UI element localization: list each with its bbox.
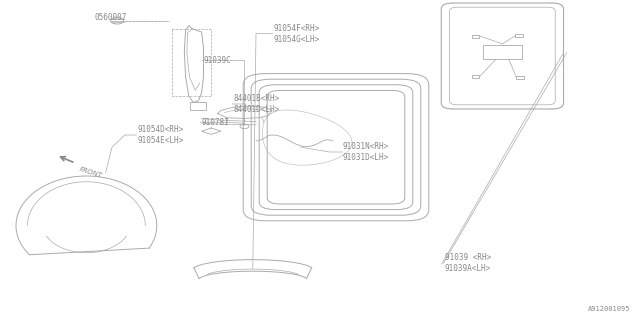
Text: 91039C: 91039C: [204, 56, 231, 65]
Bar: [472, 35, 479, 38]
Text: 91078I: 91078I: [202, 118, 229, 127]
Text: 0560007: 0560007: [95, 13, 127, 22]
Text: 91054F<RH>
91054G<LH>: 91054F<RH> 91054G<LH>: [274, 24, 320, 44]
Bar: [483, 45, 522, 59]
Text: 91039 <RH>
91039A<LH>: 91039 <RH> 91039A<LH>: [445, 253, 491, 273]
Bar: [190, 102, 206, 110]
Text: A912001095: A912001095: [588, 306, 630, 312]
Bar: [516, 76, 524, 79]
Text: 84401B<RH>
84401D<LH>: 84401B<RH> 84401D<LH>: [234, 94, 280, 114]
Text: FRONT: FRONT: [78, 166, 102, 179]
Bar: [515, 34, 523, 37]
Text: 91054D<RH>
91054E<LH>: 91054D<RH> 91054E<LH>: [138, 125, 184, 145]
Text: 91031N<RH>
91031D<LH>: 91031N<RH> 91031D<LH>: [342, 142, 388, 162]
Bar: [472, 75, 479, 78]
